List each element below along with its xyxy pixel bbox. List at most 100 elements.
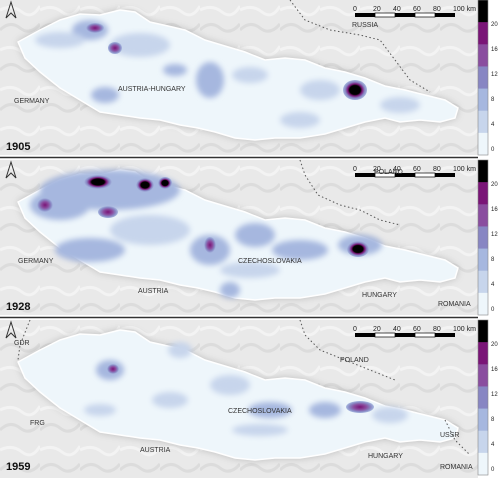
- legend-swatch: [478, 182, 488, 205]
- density-peak: [107, 364, 119, 374]
- legend-tick-label: 16: [491, 47, 498, 53]
- border-line: [289, 0, 431, 93]
- density-patch: [309, 402, 341, 418]
- density-patch: [84, 404, 116, 416]
- country-label: AUSTRIA: [140, 447, 171, 454]
- density-patch: [272, 240, 328, 260]
- north-arrow-icon: [5, 0, 17, 19]
- density-peak: [84, 175, 112, 189]
- legend-tick-label: 12: [491, 72, 498, 78]
- density-patch: [163, 64, 187, 76]
- legend-swatch: [478, 320, 488, 343]
- border-line: [444, 419, 471, 456]
- scale-bar-label: 60: [413, 166, 421, 173]
- density-patch: [91, 87, 119, 103]
- density-patch: [196, 62, 224, 98]
- scale-bar-label: 80: [433, 6, 441, 13]
- north-arrow-icon: [5, 320, 17, 339]
- density-layer-1928: [30, 170, 382, 298]
- scale-bar-label: 40: [393, 6, 401, 13]
- legend-swatch: [478, 44, 488, 67]
- legend-tick-label: 0: [491, 467, 495, 473]
- country-label: GERMANY: [14, 98, 50, 105]
- country-label: GDR: [14, 340, 30, 347]
- legend-tick-label: 0: [491, 147, 495, 153]
- legend-swatch: [478, 430, 488, 454]
- scale-bar-1959: [355, 332, 455, 338]
- density-patch: [152, 392, 188, 408]
- legend-tick-label: 20: [491, 22, 498, 28]
- density-patch: [372, 407, 408, 423]
- country-label: POLAND: [340, 357, 369, 364]
- legend-frame: [477, 0, 489, 156]
- country-label: USSR: [440, 432, 459, 439]
- panel-year-label: 1905: [6, 141, 30, 153]
- legend-tick-label: 4: [491, 122, 495, 128]
- legend-swatch: [478, 226, 488, 250]
- country-shape-1959: [17, 329, 459, 461]
- legend-swatch: [478, 248, 488, 272]
- density-patch: [235, 223, 275, 247]
- density-patch: [110, 33, 170, 57]
- legend-swatch: [478, 110, 488, 134]
- density-patch: [220, 282, 240, 298]
- density-peak: [136, 178, 154, 192]
- country-label: HUNGARY: [362, 292, 397, 299]
- scale-bar-label: 20: [373, 166, 381, 173]
- density-patch: [210, 375, 250, 395]
- scale-bar-label: 80: [433, 166, 441, 173]
- scale-bar-label: 40: [393, 166, 401, 173]
- legend-tick-label: 12: [491, 232, 498, 238]
- legend-swatch: [478, 342, 488, 365]
- density-patch: [55, 238, 125, 262]
- border-lines: [17, 0, 471, 456]
- density-patch: [110, 215, 190, 245]
- country-label: GERMANY: [18, 258, 54, 265]
- country-label: CZECHOSLOVAKIA: [228, 408, 292, 415]
- density-patch: [220, 262, 280, 278]
- scale-bar-label: 0: [353, 166, 357, 173]
- scale-bar-label: 40: [393, 326, 401, 333]
- density-patch: [300, 80, 340, 100]
- density-peak: [86, 23, 104, 33]
- density-patch: [232, 67, 268, 83]
- legend-tick-label: 4: [491, 282, 495, 288]
- country-label: ROMANIA: [440, 464, 473, 471]
- country-label: AUSTRIA-HUNGARY: [118, 86, 186, 93]
- legend-tick-label: 16: [491, 207, 498, 213]
- scale-bar-label: 100 km: [453, 6, 476, 13]
- density-peak: [108, 42, 122, 54]
- scale-bar-label: 60: [413, 6, 421, 13]
- legend-color-bars: [477, 0, 489, 476]
- density-peak: [158, 177, 172, 189]
- legend-swatch: [478, 292, 488, 316]
- legend-swatch: [478, 66, 488, 90]
- country-label: ROMANIA: [438, 301, 471, 308]
- legend-swatch: [478, 408, 488, 432]
- legend-tick-label: 20: [491, 342, 498, 348]
- density-peak: [204, 237, 216, 253]
- country-label: FRG: [30, 420, 45, 427]
- density-peak: [346, 401, 374, 413]
- legend-swatch: [478, 204, 488, 227]
- north-arrow-icon: [5, 160, 17, 179]
- legend-tick-label: 4: [491, 442, 495, 448]
- border-line: [299, 319, 396, 381]
- density-layer-1959: [84, 342, 408, 436]
- legend-frame: [477, 159, 489, 316]
- scale-bar-label: 80: [433, 326, 441, 333]
- scale-bar-1905: [355, 12, 455, 18]
- density-peak: [37, 198, 53, 212]
- scale-bar-label: 60: [413, 326, 421, 333]
- legend-swatch: [478, 22, 488, 45]
- density-patch: [280, 112, 320, 128]
- density-layer-1905: [35, 20, 420, 128]
- legend-swatch: [478, 364, 488, 387]
- country-label: AUSTRIA: [138, 288, 169, 295]
- country-label: CZECHOSLOVAKIA: [238, 258, 302, 265]
- legend-tick-label: 8: [491, 97, 495, 103]
- scale-bar-1928: [355, 172, 455, 178]
- legend-swatch: [478, 132, 488, 156]
